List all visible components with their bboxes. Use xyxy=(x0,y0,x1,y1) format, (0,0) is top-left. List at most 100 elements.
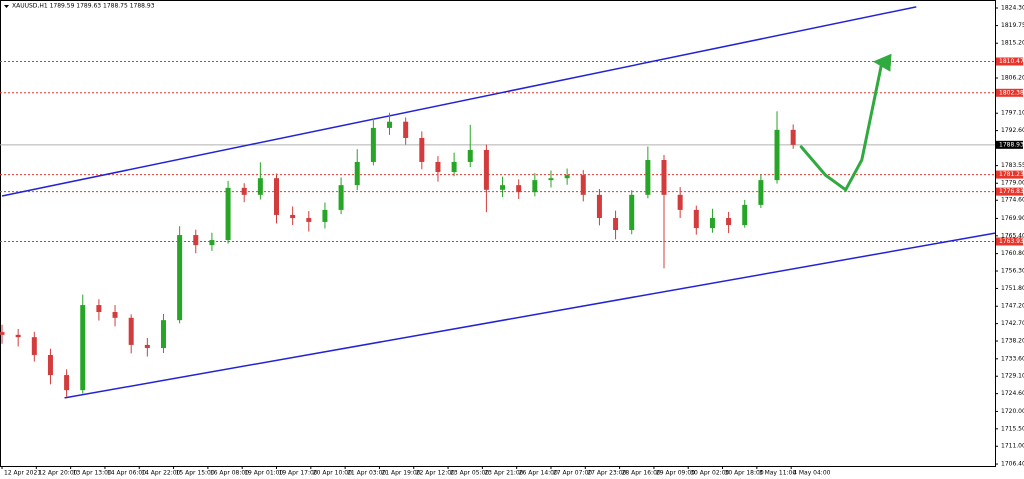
x-tick-label: 19 Apr 01:00 xyxy=(244,470,283,477)
x-tick-label: 20 Apr 10:00 xyxy=(313,470,352,477)
level-label: 1781.23 xyxy=(999,171,1024,178)
candle-body xyxy=(0,332,5,335)
y-tick-label: 1733.60 xyxy=(1001,355,1024,362)
y-tick-label: 1760.80 xyxy=(1001,250,1024,257)
candle-body xyxy=(128,317,134,345)
candle-body xyxy=(96,305,102,313)
chart-title: XAUUSD,H1 1789.59 1789.63 1788.75 1788.9… xyxy=(12,3,155,10)
y-tick-label: 1819.75 xyxy=(1001,22,1024,29)
candle-body xyxy=(548,178,554,181)
candle-body xyxy=(241,187,247,195)
y-tick-label: 1756.30 xyxy=(1001,268,1024,275)
candle-body xyxy=(322,209,328,222)
candle-body xyxy=(31,337,37,355)
candle-body xyxy=(225,187,231,241)
candle-body xyxy=(354,161,360,186)
candle-body xyxy=(290,214,296,219)
level-tag xyxy=(996,57,1023,66)
candle-body xyxy=(726,218,732,225)
y-tick-label: 1824.30 xyxy=(1001,5,1024,12)
menu-triangle xyxy=(4,5,9,8)
candle-body xyxy=(645,160,651,195)
y-tick-label: 1792.60 xyxy=(1001,127,1024,134)
candle-body xyxy=(677,194,683,210)
candle-body xyxy=(403,121,409,138)
candle-body xyxy=(306,218,312,222)
candle-body xyxy=(112,312,118,318)
x-tick-label: 21 Apr 19:00 xyxy=(381,470,420,477)
x-tick-label: 23 Apr 05:00 xyxy=(450,470,489,477)
x-tick-label: 12 Apr 2021 xyxy=(4,470,41,477)
y-tick-label: 1806.20 xyxy=(1001,75,1024,82)
x-tick-label: 28 Apr 16:00 xyxy=(622,470,661,477)
x-tick-label: 27 Apr 23:00 xyxy=(587,470,626,477)
candle-body xyxy=(758,180,764,205)
x-tick-label: 14 Apr 06:00 xyxy=(107,470,146,477)
candle-body xyxy=(435,161,441,173)
x-tick-label: 13 Apr 13:00 xyxy=(73,470,112,477)
y-tick-label: 1783.55 xyxy=(1001,162,1024,169)
y-tick-label: 1765.40 xyxy=(1001,232,1024,239)
x-tick-label: 27 Apr 07:00 xyxy=(553,470,592,477)
x-tick-label: 15 Apr 15:00 xyxy=(176,470,215,477)
y-tick-label: 1720.00 xyxy=(1001,408,1024,415)
trend-line xyxy=(1,6,917,197)
candle-body xyxy=(500,185,506,190)
current-price-tag xyxy=(996,140,1023,149)
candle-body xyxy=(419,137,425,162)
x-tick-label: 12 Apr 20:00 xyxy=(38,470,77,477)
level-tag xyxy=(996,88,1023,97)
candle-body xyxy=(483,149,489,190)
x-tick-label: 29 Apr 09:00 xyxy=(656,470,695,477)
candle-body xyxy=(790,129,796,145)
candle-body xyxy=(467,149,473,162)
candle-body xyxy=(516,185,522,193)
x-tick-label: 19 Apr 17:00 xyxy=(279,470,318,477)
y-tick-label: 1774.60 xyxy=(1001,197,1024,204)
x-tick-label: 22 Apr 12:00 xyxy=(416,470,455,477)
candle-body xyxy=(144,344,150,348)
x-tick-label: 23 Apr 21:00 xyxy=(484,470,523,477)
y-tick-label: 1769.90 xyxy=(1001,215,1024,222)
level-tag xyxy=(996,237,1023,246)
y-tick-label: 1706.40 xyxy=(1001,461,1024,468)
y-tick-label: 1711.00 xyxy=(1001,443,1024,450)
level-label: 1763.93 xyxy=(999,238,1024,245)
y-tick-label: 1724.60 xyxy=(1001,390,1024,397)
candle-body xyxy=(160,320,166,348)
level-label: 1802.38 xyxy=(999,89,1024,96)
y-tick-label: 1751.80 xyxy=(1001,285,1024,292)
x-tick-label: 3 May 11:00 xyxy=(759,470,797,477)
y-tick-label: 1715.50 xyxy=(1001,425,1024,432)
trend-line xyxy=(64,232,996,399)
current-price-label: 1788.93 xyxy=(999,141,1024,148)
y-tick-label: 1747.20 xyxy=(1001,303,1024,310)
plot-frame xyxy=(0,0,996,467)
y-tick-label: 1779.00 xyxy=(1001,180,1024,187)
y-tick-label: 1815.20 xyxy=(1001,40,1024,47)
candle-body xyxy=(629,194,635,231)
x-tick-label: 21 Apr 03:00 xyxy=(347,470,386,477)
y-tick-label: 1797.10 xyxy=(1001,110,1024,117)
candle-body xyxy=(613,218,619,231)
candle-body xyxy=(177,235,183,321)
x-tick-label: 26 Apr 14:00 xyxy=(519,470,558,477)
candle-body xyxy=(532,180,538,193)
candle-body xyxy=(338,185,344,210)
x-tick-label: 14 Apr 22:00 xyxy=(141,470,180,477)
level-tag xyxy=(996,187,1023,196)
projection-arrow xyxy=(799,53,889,193)
level-label: 1810.47 xyxy=(999,58,1024,65)
x-tick-label: 30 Apr 02:00 xyxy=(690,470,729,477)
level-tag xyxy=(996,170,1023,179)
candle-body xyxy=(47,354,53,376)
x-tick-label: 4 May 04:00 xyxy=(793,470,831,477)
candle-body xyxy=(64,375,70,391)
candle-body xyxy=(257,178,263,195)
candle-body xyxy=(742,204,748,225)
candle-body xyxy=(596,194,602,219)
candle-body xyxy=(774,129,780,181)
x-tick-label: 16 Apr 08:00 xyxy=(210,470,249,477)
